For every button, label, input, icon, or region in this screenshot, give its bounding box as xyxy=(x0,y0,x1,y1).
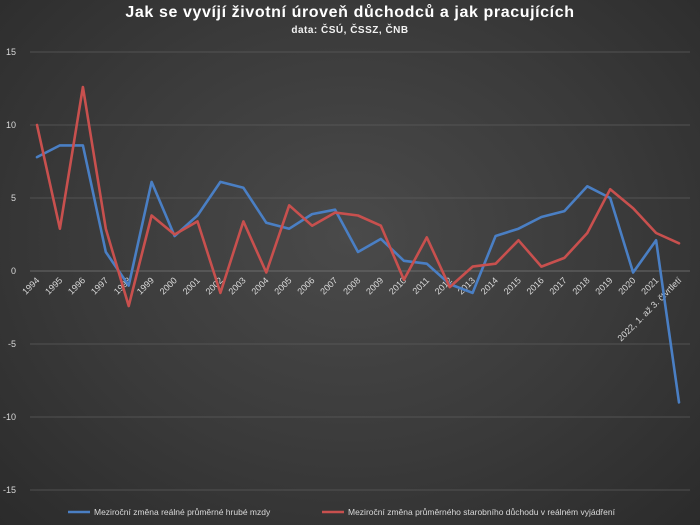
x-tick-label: 1996 xyxy=(66,275,87,296)
x-tick-label: 1994 xyxy=(20,275,41,296)
legend-label-1: Meziroční změna průměrného starobního dů… xyxy=(348,507,616,517)
x-tick-label: 2014 xyxy=(479,275,500,296)
chart-subtitle: data: ČSÚ, ČSSZ, ČNB xyxy=(291,25,409,36)
y-tick-label: -5 xyxy=(8,339,16,349)
x-tick-label: 2018 xyxy=(570,275,591,296)
y-tick-label: 15 xyxy=(6,47,16,57)
x-tick-label: 2011 xyxy=(410,275,431,296)
legend-label-0: Meziroční změna reálné průměrné hrubé mz… xyxy=(94,507,271,517)
y-axis-ticks: -15 -10 -5 0 5 10 15 xyxy=(3,47,16,495)
y-tick-label: -10 xyxy=(3,412,16,422)
x-tick-label: 2000 xyxy=(158,275,179,296)
y-tick-label: 5 xyxy=(11,193,16,203)
x-tick-label: 2016 xyxy=(525,275,546,296)
series-line-1 xyxy=(35,85,681,308)
x-tick-label: 1999 xyxy=(135,275,156,296)
x-tick-label: 2006 xyxy=(295,275,316,296)
x-tick-label: 2007 xyxy=(318,275,339,296)
series-line-0 xyxy=(35,144,681,404)
y-tick-label: 0 xyxy=(11,266,16,276)
x-tick-label: 2005 xyxy=(272,275,293,296)
x-tick-label: 1995 xyxy=(43,275,64,296)
x-tick-label: 2020 xyxy=(616,275,637,296)
x-axis-ticks: 1994 1995 1996 1997 1998 1999 2000 2001 2002 2003… xyxy=(20,275,684,343)
x-tick-label: 2001 xyxy=(181,275,202,296)
x-tick-label: 2004 xyxy=(249,275,270,296)
x-tick-label: 2017 xyxy=(548,275,569,296)
chart-title: Jak se vyvíjí životní úroveň důchodců a … xyxy=(125,4,575,21)
x-tick-label: 2008 xyxy=(341,275,362,296)
gridlines xyxy=(30,51,690,491)
series-lines xyxy=(35,85,681,404)
y-tick-label: -15 xyxy=(3,485,16,495)
y-tick-label: 10 xyxy=(6,120,16,130)
x-tick-label: 2015 xyxy=(502,275,523,296)
x-tick-label: 2019 xyxy=(593,275,614,296)
x-tick-label: 1997 xyxy=(89,275,110,296)
x-tick-label: 2009 xyxy=(364,275,385,296)
x-tick-label: 2003 xyxy=(227,275,248,296)
legend: Meziroční změna reálné průměrné hrubé mz… xyxy=(68,507,616,517)
